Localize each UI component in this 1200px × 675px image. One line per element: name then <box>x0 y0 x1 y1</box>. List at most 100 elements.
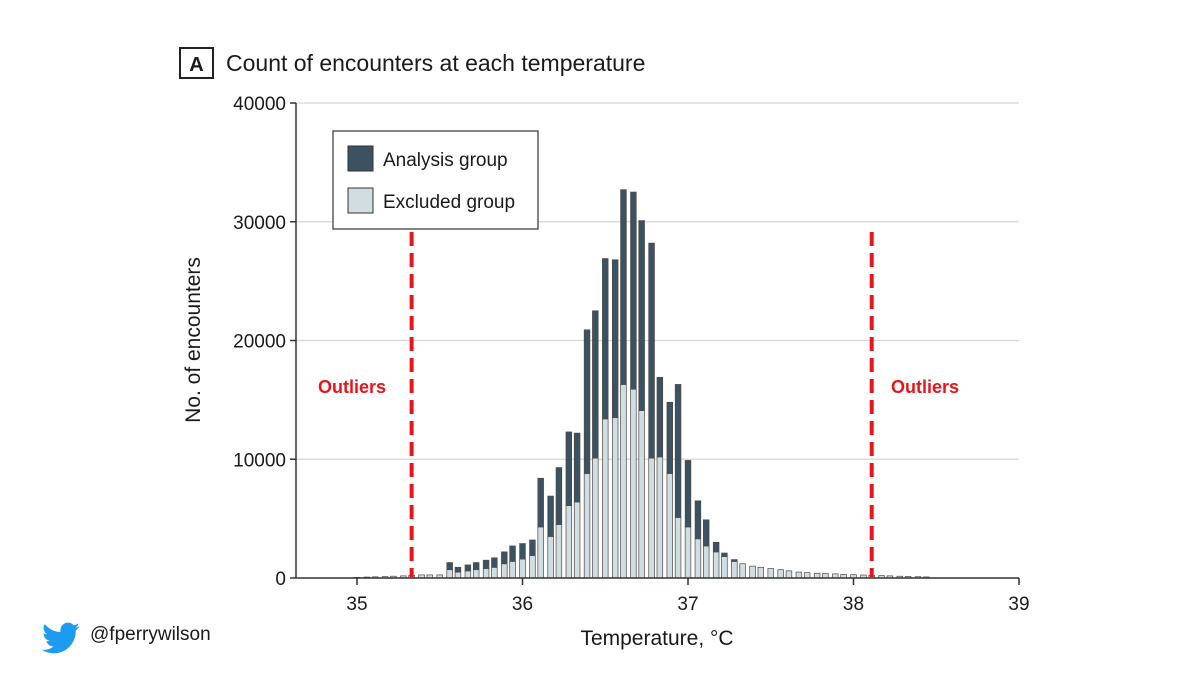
bar-analysis-10 <box>446 562 453 571</box>
axes: 0 10000 20000 30000 40000 35 36 37 38 39 <box>233 94 1029 615</box>
bar-analysis-19 <box>529 539 536 556</box>
bar-excluded-44 <box>757 566 765 579</box>
bar-excluded-21 <box>547 536 554 579</box>
bar-excluded-20 <box>537 526 544 579</box>
bar-analysis-32 <box>648 242 655 459</box>
x-tick-label-3: 38 <box>843 594 864 615</box>
bar-analysis-37 <box>694 500 702 540</box>
bar-excluded-19 <box>529 555 536 579</box>
bar-analysis-36 <box>684 460 692 528</box>
bar-analysis-30 <box>630 191 637 390</box>
bar-analysis-14 <box>482 559 490 569</box>
legend: Analysis group Excluded group <box>332 130 539 230</box>
bar-analysis-38 <box>703 519 710 547</box>
legend-label-analysis: Analysis group <box>383 150 508 171</box>
bar-analysis-16 <box>501 551 508 565</box>
bar-excluded-17 <box>509 561 516 579</box>
y-tick-label-1: 10000 <box>233 450 286 471</box>
bar-excluded-35 <box>674 517 682 579</box>
bar-analysis-13 <box>472 562 480 571</box>
bar-analysis-24 <box>573 432 581 503</box>
bar-excluded-14 <box>482 568 490 579</box>
twitter-credit: @fperrywilson <box>42 622 211 654</box>
bar-excluded-49 <box>803 572 811 579</box>
bar-analysis-31 <box>638 220 645 411</box>
twitter-bird-icon <box>42 622 80 654</box>
legend-swatch-excluded <box>347 187 374 214</box>
bar-excluded-37 <box>694 538 702 579</box>
bar-excluded-28 <box>611 417 619 579</box>
bar-analysis-21 <box>547 495 554 537</box>
bar-analysis-20 <box>537 477 544 528</box>
bar-analysis-18 <box>519 543 526 560</box>
outlier-cutoffs <box>409 232 874 578</box>
bar-excluded-41 <box>731 561 738 579</box>
legend-label-excluded: Excluded group <box>383 192 515 213</box>
bar-analysis-22 <box>555 467 563 525</box>
bar-excluded-36 <box>684 526 692 579</box>
x-tick-label-0: 35 <box>346 594 367 615</box>
x-tick-label-1: 36 <box>512 594 533 615</box>
bar-excluded-16 <box>501 563 508 579</box>
bar-analysis-40 <box>721 552 728 557</box>
outliers-label-right: Outliers <box>891 377 959 397</box>
x-tick-label-2: 37 <box>677 594 698 615</box>
bar-excluded-26 <box>592 457 599 579</box>
bar-excluded-48 <box>795 571 803 579</box>
bar-excluded-46 <box>777 569 784 579</box>
chart-title: Count of encounters at each temperature <box>226 50 645 76</box>
bar-excluded-40 <box>721 556 728 579</box>
bar-excluded-11 <box>454 571 462 579</box>
bar-analysis-12 <box>464 564 472 572</box>
bar-analysis-29 <box>620 189 627 385</box>
bar-excluded-13 <box>472 569 480 579</box>
bar-excluded-45 <box>767 568 774 579</box>
y-tick-label-4: 40000 <box>233 94 286 115</box>
bar-excluded-24 <box>573 501 581 579</box>
bar-excluded-42 <box>739 563 746 579</box>
outliers-label-left: Outliers <box>318 377 386 397</box>
y-tick-label-3: 30000 <box>233 213 286 234</box>
x-tick-label-4: 39 <box>1008 594 1029 615</box>
bar-analysis-33 <box>656 376 664 458</box>
bar-excluded-23 <box>565 505 573 579</box>
bar-analysis-15 <box>491 557 498 568</box>
legend-swatch-analysis <box>347 145 374 172</box>
bar-excluded-27 <box>602 418 609 579</box>
bar-analysis-26 <box>592 310 599 459</box>
x-axis-label: Temperature, °C <box>580 627 733 650</box>
panel-letter-box <box>179 47 214 79</box>
bar-excluded-31 <box>638 410 645 579</box>
y-tick-label-0: 0 <box>275 569 286 590</box>
bar-excluded-34 <box>666 473 673 579</box>
bar-excluded-33 <box>656 456 664 579</box>
bar-analysis-23 <box>565 431 573 506</box>
bar-excluded-12 <box>464 570 472 579</box>
twitter-handle: @fperrywilson <box>90 624 211 645</box>
y-tick-label-2: 20000 <box>233 332 286 353</box>
bar-analysis-11 <box>454 566 462 573</box>
bar-excluded-10 <box>446 569 453 579</box>
bar-analysis-35 <box>674 384 682 518</box>
panel-letter: A <box>189 54 203 76</box>
bar-excluded-47 <box>785 570 793 579</box>
bar-analysis-27 <box>602 258 609 420</box>
bar-excluded-43 <box>749 565 756 579</box>
bar-analysis-34 <box>666 401 673 474</box>
bar-excluded-22 <box>555 524 563 579</box>
bar-analysis-25 <box>583 329 591 474</box>
bar-excluded-15 <box>491 566 498 579</box>
bar-analysis-17 <box>509 545 516 562</box>
bar-excluded-32 <box>648 457 655 579</box>
bar-analysis-39 <box>712 542 720 553</box>
bar-excluded-39 <box>712 551 720 579</box>
bar-excluded-38 <box>703 545 710 579</box>
bar-analysis-28 <box>611 259 619 419</box>
y-axis-label: No. of encounters <box>182 257 205 423</box>
bar-excluded-18 <box>519 558 526 579</box>
bar-excluded-25 <box>583 473 591 579</box>
bar-excluded-29 <box>620 384 627 579</box>
bar-excluded-30 <box>630 388 637 579</box>
bar-analysis-41 <box>731 559 738 562</box>
